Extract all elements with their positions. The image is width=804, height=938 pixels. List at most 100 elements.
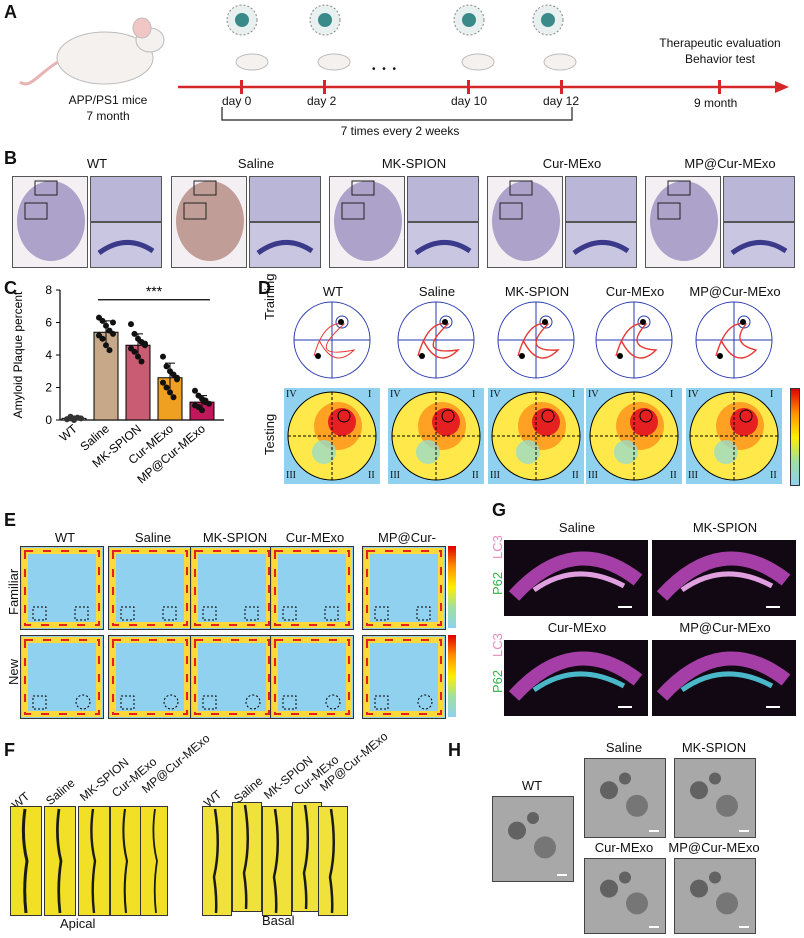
quadrant-label-III: III — [286, 470, 296, 481]
quadrant-label-III: III — [390, 470, 400, 481]
data-point — [99, 317, 106, 324]
panel-label-b: B — [4, 148, 17, 168]
panel-label-g: G — [492, 500, 507, 520]
data-point — [135, 353, 141, 360]
data-point — [71, 415, 77, 422]
tem-image-1 — [584, 758, 666, 838]
quadrant-label-IV: IV — [588, 389, 599, 400]
p62-label-1: P62 — [490, 669, 505, 693]
testing-heatmap-2: IV I III II — [488, 388, 584, 484]
brain-section-3 — [487, 176, 563, 268]
data-point — [131, 348, 138, 355]
quadrant-label-I: I — [670, 389, 674, 400]
basal-label: Basal — [262, 913, 295, 928]
y-tick-label: 0 — [45, 413, 52, 427]
y-tick-label: 2 — [45, 381, 52, 395]
data-point — [106, 347, 113, 354]
basal-dendrite-4 — [318, 806, 348, 916]
training-track-0 — [284, 300, 380, 380]
maze-title-0: WT — [322, 284, 344, 299]
zoom-hippocampus-3 — [565, 222, 637, 268]
zoom-cortex-2 — [407, 176, 479, 222]
data-point — [128, 321, 134, 328]
nor-heatmap-familiar-4 — [362, 546, 446, 630]
data-point — [131, 330, 138, 337]
data-point — [163, 384, 170, 391]
p62-label-0: P62 — [490, 571, 505, 595]
data-point — [103, 322, 109, 329]
if-image-0 — [504, 540, 648, 616]
y-tick-label: 8 — [45, 283, 52, 297]
data-point — [110, 330, 116, 337]
tem-title-1: Saline — [605, 740, 643, 755]
if-title-3: MP@Cur-MExo — [679, 620, 771, 635]
tem-title-2: MK-SPION — [681, 740, 747, 755]
if-title-2: Cur-MExo — [547, 620, 607, 635]
nor-heatmap-new-3 — [270, 635, 354, 719]
nor-heatmap-new-0 — [20, 635, 104, 719]
lc3-label-1: LC3 — [490, 633, 505, 657]
nor-title-2: MK-SPION — [202, 530, 268, 545]
nor-title-3: Cur-MExo — [285, 530, 345, 545]
y-tick-label: 6 — [45, 316, 52, 330]
zoom-hippocampus-0 — [90, 222, 162, 268]
nor-heatmap-new-1 — [108, 635, 192, 719]
quadrant-label-III: III — [688, 470, 698, 481]
brain-section-2 — [329, 176, 405, 268]
apical-title-1: Saline — [43, 775, 78, 808]
if-title-1: MK-SPION — [692, 520, 758, 535]
zoom-cortex-1 — [249, 176, 321, 222]
maze-title-2: MK-SPION — [504, 284, 570, 299]
tem-image-2 — [674, 758, 756, 838]
day-label-12: day 12 — [543, 94, 580, 108]
tem-image-0 — [492, 796, 574, 882]
apical-dendrite-0 — [10, 806, 42, 916]
data-point — [103, 342, 109, 349]
training-track-3 — [586, 300, 682, 380]
y-tick-label: 4 — [45, 348, 52, 362]
testing-heatmap-4: IV I III II — [686, 388, 782, 484]
injection-icons — [226, 4, 577, 71]
quadrant-label-IV: IV — [286, 389, 297, 400]
nor-heatmap-familiar-2 — [190, 546, 274, 630]
quadrant-label-I: I — [770, 389, 774, 400]
panel-label-h: H — [448, 740, 461, 760]
data-point — [163, 363, 170, 370]
day-label-2: day 2 — [307, 94, 337, 108]
tem-title-4: MP@Cur-MExo — [668, 840, 760, 855]
brain-section-4 — [645, 176, 721, 268]
training-track-1 — [388, 300, 484, 380]
panel-label-d: D — [258, 278, 271, 298]
quadrant-label-III: III — [588, 470, 598, 481]
panel-label-e: E — [4, 510, 17, 530]
apical-dendrite-3 — [110, 806, 142, 916]
day-label-0: day 0 — [222, 94, 252, 108]
zoom-hippocampus-2 — [407, 222, 479, 268]
quadrant-label-I: I — [572, 389, 576, 400]
data-point — [160, 353, 166, 360]
data-point — [110, 319, 116, 326]
day-label-10: day 10 — [451, 94, 488, 108]
nor-heatmap-familiar-1 — [108, 546, 192, 630]
basal-dendrite-0 — [202, 806, 232, 916]
zoom-cortex-0 — [90, 176, 162, 222]
quadrant-label-II: II — [670, 470, 677, 481]
nor-title-0: WT — [54, 530, 76, 545]
maze-title-3: Cur-MExo — [605, 284, 665, 299]
interval-bracket — [221, 107, 573, 121]
brain-section-1 — [171, 176, 247, 268]
histology-title-4: MP@Cur-MExo — [684, 156, 776, 171]
if-image-3 — [652, 640, 796, 716]
data-point — [192, 387, 198, 394]
panel-label-f: F — [4, 740, 15, 760]
histology-title-3: Cur-MExo — [542, 156, 602, 171]
mouse-illustration — [19, 17, 165, 86]
tem-image-3 — [584, 858, 666, 934]
zoom-cortex-4 — [723, 176, 795, 222]
testing-heatmap-0: IV I III II — [284, 388, 380, 484]
testing-label: Testing — [262, 413, 277, 455]
heatmap-colorbar — [790, 388, 800, 486]
nor-heatmap-familiar-3 — [270, 546, 354, 630]
tem-title-0: WT — [521, 778, 543, 793]
